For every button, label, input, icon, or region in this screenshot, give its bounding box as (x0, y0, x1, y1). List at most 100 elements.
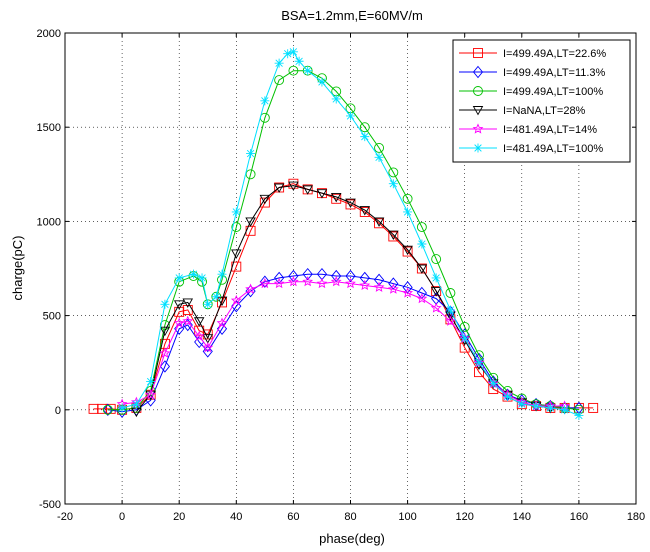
data-point (231, 207, 241, 217)
data-point (330, 192, 342, 203)
data-point (274, 75, 285, 86)
data-point (359, 122, 370, 133)
data-point (288, 276, 299, 287)
plot-area: -20 0 20 40 60 80 100 120 140 160 180 -500 0 500 1000 1… (37, 28, 646, 523)
data-point (403, 207, 413, 217)
x-tick-label: 60 (287, 511, 299, 523)
y-tick-label: 500 (43, 311, 61, 323)
data-point (274, 58, 284, 68)
legend-label: I=NaNA,LT=28% (503, 105, 586, 117)
data-point (345, 269, 356, 283)
data-point (416, 264, 428, 274)
data-point (317, 77, 327, 87)
y-tick-label: 1500 (37, 122, 61, 134)
x-tick-label: 40 (230, 511, 242, 523)
data-point (173, 317, 185, 328)
data-point (159, 347, 171, 358)
data-point (431, 273, 441, 283)
legend-marker (473, 86, 483, 96)
data-point (193, 330, 205, 341)
data-point (388, 230, 399, 241)
data-point (283, 49, 293, 59)
legend-label: I=481.49A,LT=100% (503, 143, 603, 155)
x-axis-label: phase(deg) (319, 531, 385, 546)
data-point (259, 194, 271, 205)
data-point (303, 66, 313, 76)
legend-entry: I=NaNA,LT=28% (459, 105, 586, 117)
y-tick-label: 1000 (37, 216, 61, 228)
data-point (159, 326, 171, 337)
data-point (588, 402, 599, 413)
data-point (193, 317, 205, 327)
data-point (445, 305, 455, 315)
data-point (302, 267, 313, 281)
data-point (359, 206, 371, 216)
chart-title: BSA=1.2mm,E=60MV/m (281, 8, 423, 23)
x-tick-label: -20 (57, 511, 73, 523)
data-point (174, 273, 184, 283)
data-point (259, 275, 270, 288)
data-point (345, 198, 356, 208)
data-point (288, 47, 298, 57)
x-tick-label: 140 (513, 511, 531, 523)
data-point (345, 277, 356, 289)
data-point (273, 183, 285, 193)
data-point (316, 277, 328, 289)
y-tick-label: 0 (55, 405, 61, 417)
data-point (217, 269, 227, 279)
data-point (145, 389, 157, 400)
legend-label: I=499.49A,LT=11.3% (503, 67, 606, 79)
series-5 (117, 47, 584, 420)
data-point (182, 315, 194, 326)
data-point (445, 288, 456, 298)
legend-label: I=499.49A,LT=100% (503, 86, 603, 98)
data-point (373, 281, 385, 292)
data-point (373, 273, 385, 287)
data-point (260, 96, 270, 106)
data-point (216, 296, 228, 306)
data-point (388, 179, 398, 189)
legend-marker (473, 143, 483, 153)
data-point (117, 403, 127, 413)
data-point (288, 65, 299, 76)
data-point (388, 167, 399, 178)
series-line (107, 273, 579, 413)
legend-marker (472, 123, 484, 134)
data-point (159, 360, 171, 373)
data-point (331, 94, 341, 104)
data-point (230, 294, 242, 306)
y-tick-label: 2000 (37, 28, 61, 40)
data-point (302, 276, 314, 287)
data-point (359, 207, 370, 217)
legend-box (452, 39, 631, 163)
data-point (159, 320, 170, 330)
data-point (431, 254, 442, 265)
data-point (288, 178, 299, 189)
data-point (173, 300, 185, 310)
data-point (102, 403, 113, 417)
data-point (488, 378, 498, 388)
data-point (387, 283, 399, 294)
legend-label: I=499.49A,LT=22.6% (503, 48, 606, 60)
data-point (330, 276, 342, 287)
data-point (402, 245, 413, 256)
data-point (245, 217, 256, 227)
data-point (202, 341, 214, 353)
data-point (388, 231, 399, 242)
data-point (374, 142, 384, 153)
legend-entry: I=499.49A,LT=22.6% (459, 48, 606, 60)
data-point (102, 404, 113, 415)
data-point (202, 334, 214, 344)
data-point (531, 401, 541, 411)
data-point (416, 292, 428, 304)
data-point (302, 185, 313, 195)
data-point (517, 399, 527, 409)
data-point (288, 181, 299, 192)
legend-marker (472, 106, 484, 116)
y-axis-label: charge(pC) (10, 235, 25, 300)
data-point (402, 287, 413, 298)
data-point (203, 299, 213, 309)
data-point (417, 239, 427, 249)
data-point (474, 367, 484, 378)
